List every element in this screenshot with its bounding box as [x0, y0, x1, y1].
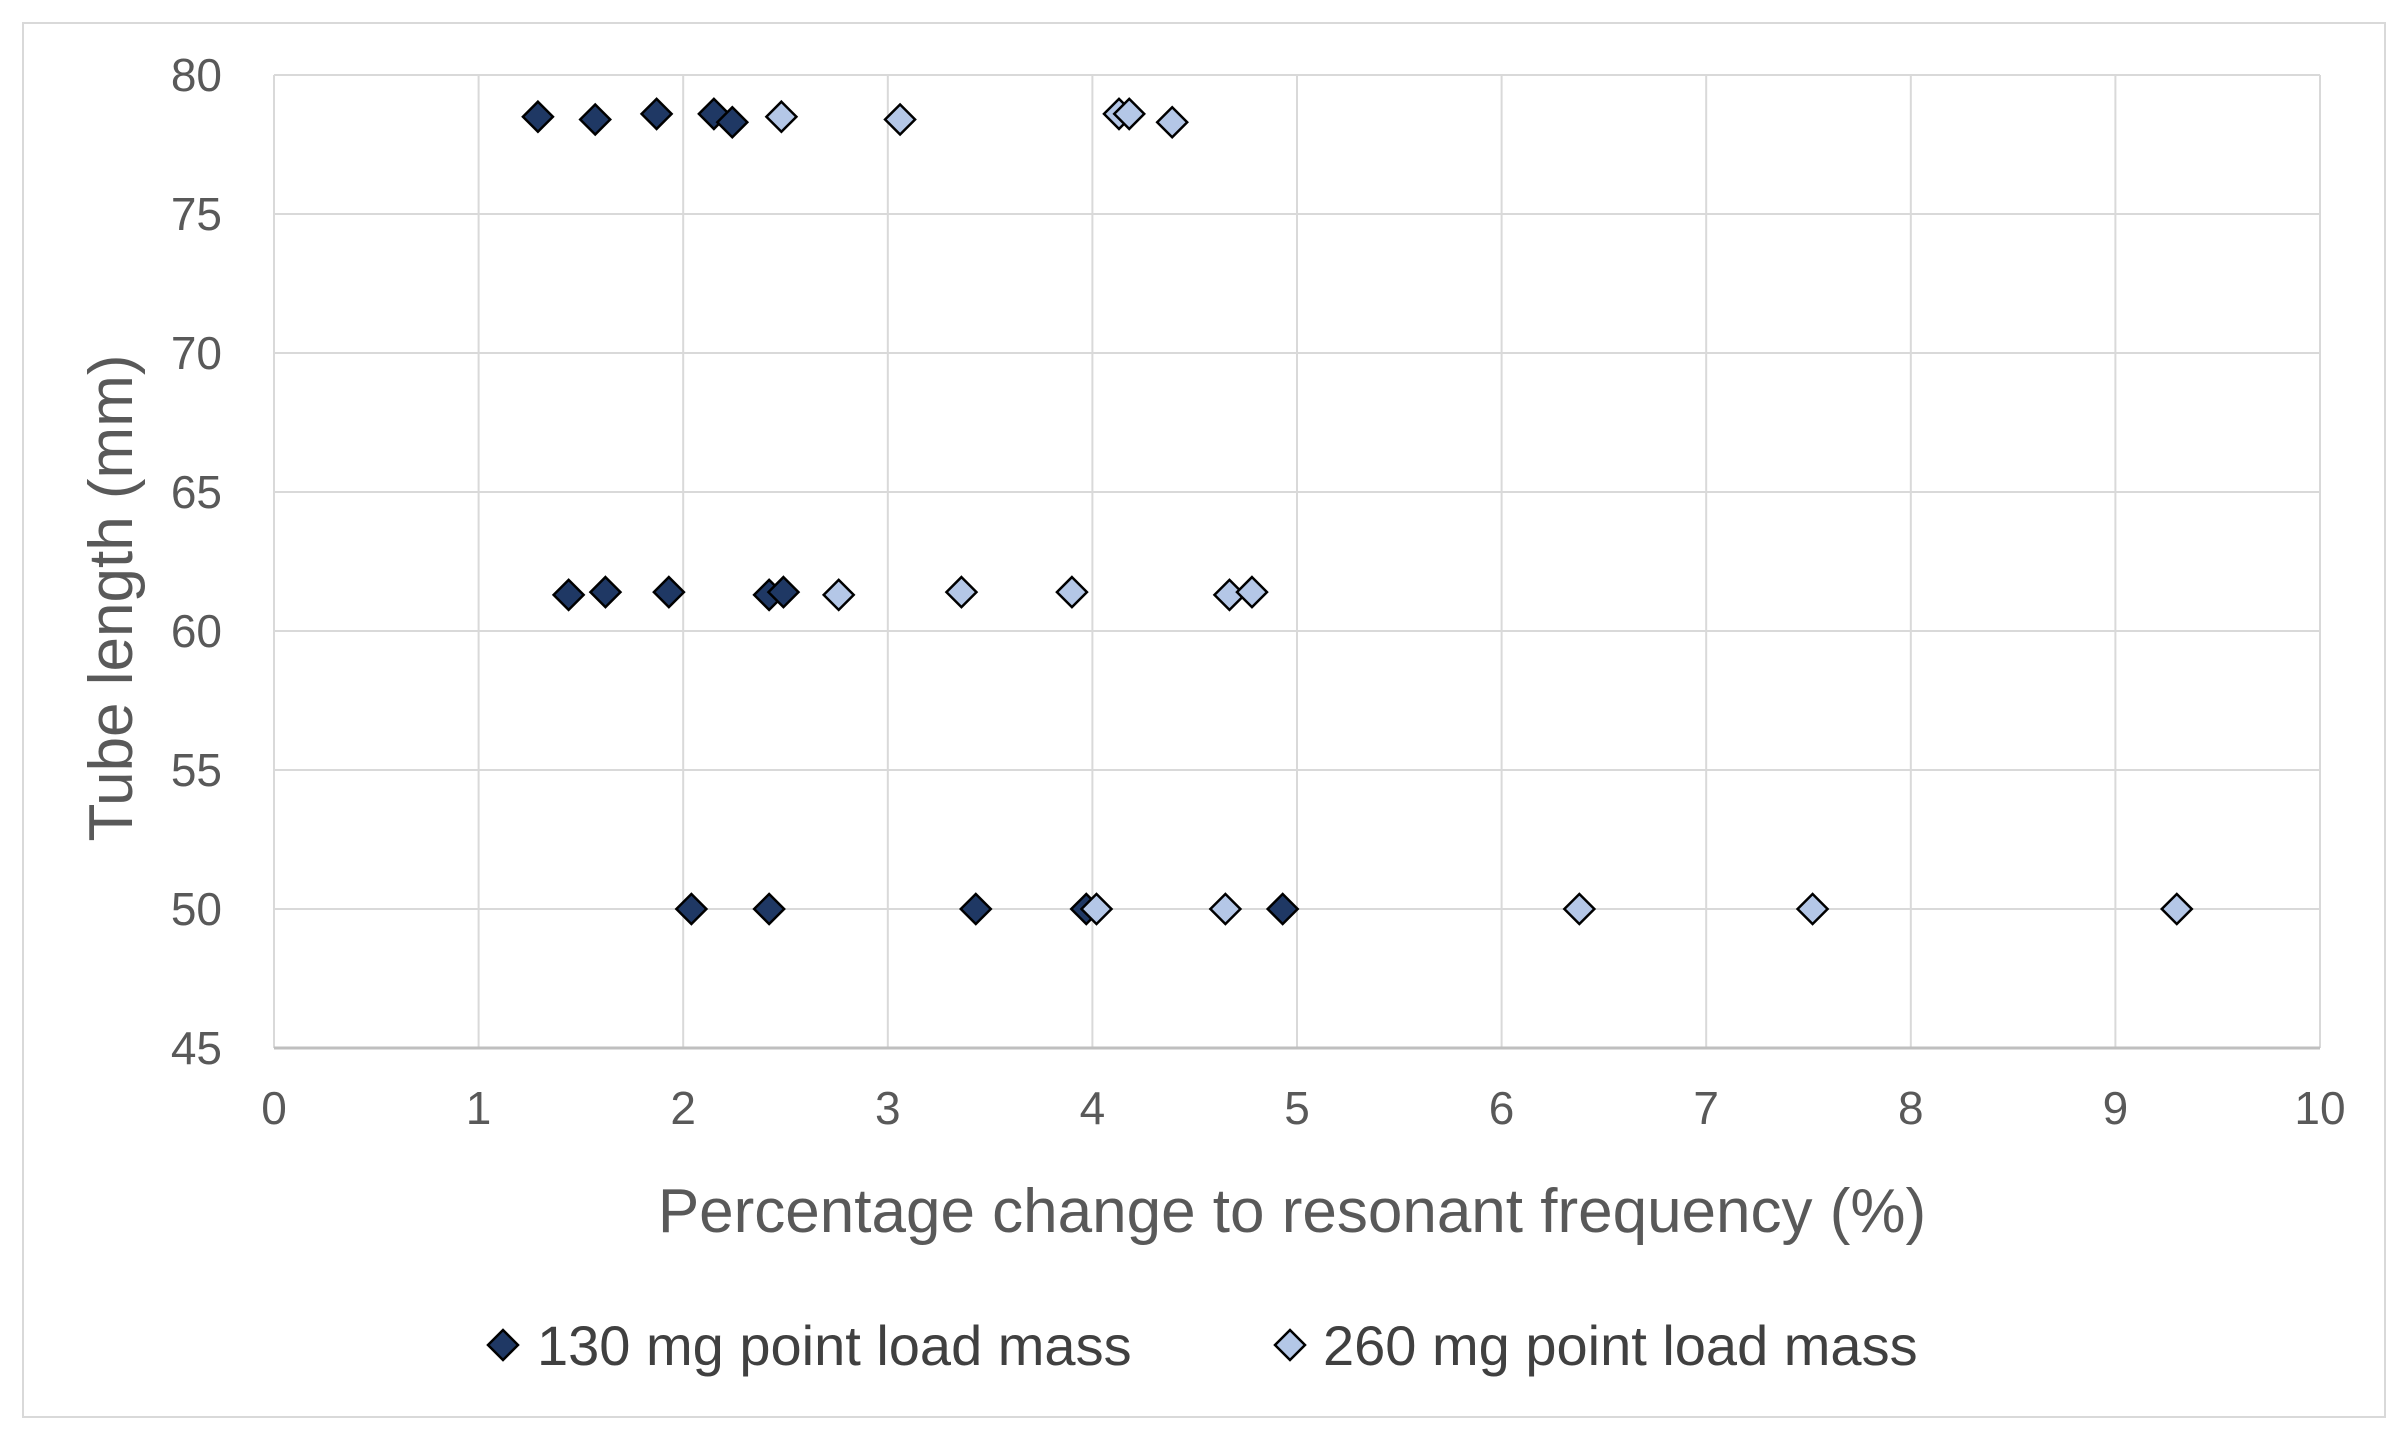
point-130mg [578, 102, 612, 137]
point-130mg [715, 105, 750, 140]
data-points [521, 97, 2194, 926]
point-130mg [652, 575, 686, 609]
chart-area [22, 22, 2386, 1418]
point-260mg [821, 578, 856, 612]
point-130mg [588, 575, 623, 609]
point-130mg [674, 892, 709, 926]
point-260mg [1235, 575, 1269, 609]
x-tick-label: 3 [875, 1082, 901, 1134]
legend: 130 mg point load mass 260 mg point load… [486, 1314, 1918, 1377]
x-tick-label: 0 [261, 1082, 287, 1134]
x-tick-label: 6 [1489, 1082, 1515, 1134]
y-tick-label: 45 [171, 1022, 222, 1074]
point-130mg [1265, 892, 1300, 926]
legend-marker-260mg-diamond [1273, 1328, 1307, 1362]
y-tick-label: 75 [171, 188, 222, 240]
point-260mg [1562, 892, 1597, 926]
y-tick-label: 80 [171, 49, 222, 101]
point-260mg [1112, 97, 1146, 131]
legend-marker-130mg-diamond [486, 1328, 520, 1362]
x-tick-label: 5 [1284, 1082, 1310, 1134]
point-260mg [883, 102, 917, 137]
y-axis-title: Tube length (mm) [77, 355, 146, 842]
x-tick-label: 1 [466, 1082, 492, 1134]
legend-label-260mg: 260 mg point load mass [1323, 1314, 1918, 1377]
y-tick-label: 65 [171, 466, 222, 518]
y-tick-label: 60 [171, 605, 222, 657]
x-tick-label: 7 [1693, 1082, 1719, 1134]
legend-label-130mg: 130 mg point load mass [537, 1314, 1132, 1377]
legend-item-130mg: 130 mg point load mass [486, 1314, 1132, 1377]
x-tick-label: 10 [2294, 1082, 2345, 1134]
point-260mg [1208, 892, 1243, 926]
point-260mg [2160, 892, 2194, 926]
point-260mg [764, 99, 799, 134]
x-tick-label: 9 [2103, 1082, 2129, 1134]
y-tick-label: 70 [171, 327, 222, 379]
x-tick-label: 8 [1898, 1082, 1924, 1134]
legend-item-260mg: 260 mg point load mass [1273, 1314, 1918, 1377]
point-130mg [752, 892, 786, 926]
y-tick-label: 55 [171, 744, 222, 796]
point-260mg [1079, 892, 1114, 926]
point-130mg [959, 892, 993, 926]
y-tick-label: 50 [171, 883, 222, 935]
gridlines [273, 74, 2321, 1049]
x-axis-title: Percentage change to resonant frequency … [658, 1177, 1926, 1246]
point-130mg [521, 99, 555, 134]
point-260mg [1155, 105, 1189, 140]
x-tick-label: 4 [1080, 1082, 1106, 1134]
point-130mg [551, 578, 586, 612]
x-tick-label: 2 [670, 1082, 696, 1134]
point-260mg [944, 575, 979, 609]
point-260mg [1055, 575, 1089, 609]
point-260mg [1795, 892, 1830, 926]
point-130mg [766, 575, 801, 609]
point-130mg [639, 97, 674, 131]
